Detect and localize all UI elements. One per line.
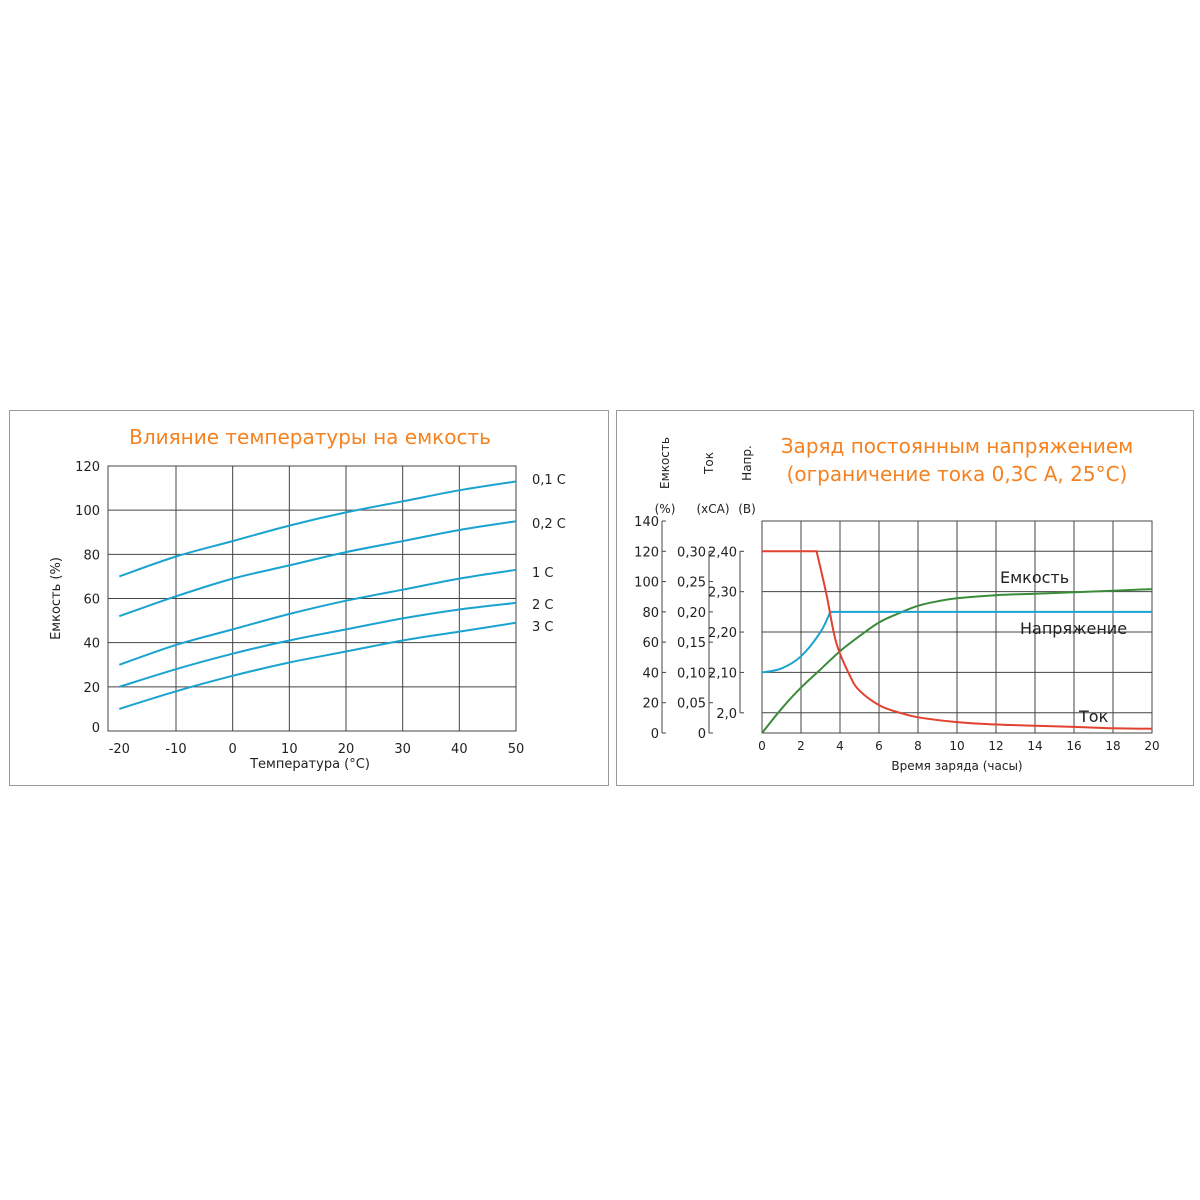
x-tick-label: 6 bbox=[875, 739, 883, 753]
series-line bbox=[761, 588, 1153, 734]
y-tick-label: 0,10 bbox=[677, 666, 706, 681]
x-tick-label: -10 bbox=[165, 742, 186, 757]
axis-label: Емкость bbox=[658, 437, 672, 489]
axis-unit: (B) bbox=[738, 502, 756, 516]
y-tick-label: 120 bbox=[75, 460, 100, 475]
x-tick-label: 8 bbox=[914, 739, 922, 753]
axis-label: Ток bbox=[702, 452, 716, 475]
series-label: 1 C bbox=[532, 566, 553, 581]
x-tick-label: 4 bbox=[836, 739, 844, 753]
x-tick-label: 18 bbox=[1105, 739, 1120, 753]
chart-title-line-2: (ограничение тока 0,3С А, 25°C) bbox=[787, 462, 1128, 486]
y-tick-label: 2,10 bbox=[708, 666, 737, 681]
axis-label: Напр. bbox=[740, 445, 754, 481]
x-tick-label: 50 bbox=[508, 742, 525, 757]
y-tick-label: 80 bbox=[83, 548, 100, 563]
y-tick-label: 40 bbox=[83, 637, 100, 652]
chart-constant-voltage-charge: Заряд постоянным напряжением (ограничение… bbox=[616, 410, 1194, 786]
x-tick-label: 10 bbox=[281, 742, 298, 757]
x-tick-label: 0 bbox=[229, 742, 237, 757]
y-tick-label: 0,30 bbox=[677, 545, 706, 560]
x-tick-label: 2 bbox=[797, 739, 805, 753]
x-tick-label: 16 bbox=[1066, 739, 1081, 753]
series-line bbox=[761, 610, 1152, 674]
series-label: 0,1 C bbox=[532, 473, 566, 488]
y-tick-label: 80 bbox=[642, 606, 659, 621]
x-axis-label: Время заряда (часы) bbox=[891, 759, 1022, 773]
y-tick-label: 0 bbox=[651, 727, 659, 742]
series-line bbox=[118, 480, 517, 578]
y-tick-label: 100 bbox=[634, 576, 659, 591]
x-tick-label: 0 bbox=[758, 739, 766, 753]
chart-title-line-1: Заряд постоянным напряжением bbox=[781, 434, 1134, 458]
y-tick-label: 2,40 bbox=[708, 545, 737, 560]
chart-title: Влияние температуры на емкость bbox=[129, 425, 491, 449]
series-label: Напряжение bbox=[1020, 619, 1127, 638]
x-tick-label: 20 bbox=[1144, 739, 1159, 753]
series-line bbox=[762, 550, 1153, 730]
y-tick-label: 20 bbox=[642, 697, 659, 712]
y-tick-label: 120 bbox=[634, 545, 659, 560]
y-tick-label: 2,0 bbox=[716, 707, 737, 722]
series-line bbox=[119, 601, 517, 688]
y-tick-label: 60 bbox=[83, 593, 100, 608]
axis-unit: (xCA) bbox=[696, 502, 729, 516]
y-tick-label: 0,15 bbox=[677, 636, 706, 651]
y-tick-label: 0 bbox=[698, 727, 706, 742]
x-tick-label: 40 bbox=[451, 742, 468, 757]
x-tick-label: 20 bbox=[338, 742, 355, 757]
y-tick-label: 20 bbox=[83, 681, 100, 696]
y-tick-label: 0 bbox=[92, 721, 100, 736]
y-tick-label: 100 bbox=[75, 504, 100, 519]
chart-temperature-capacity-svg: Влияние температуры на емкость -20 -10 0 10 2… bbox=[49, 425, 566, 772]
x-tick-label: 10 bbox=[949, 739, 964, 753]
series-label: 0,2 C bbox=[532, 517, 566, 532]
x-tick-label: 14 bbox=[1027, 739, 1042, 753]
y-tick-label: 2,20 bbox=[708, 626, 737, 641]
series-label: 3 C bbox=[532, 620, 553, 635]
series-label: 2 C bbox=[532, 598, 553, 613]
x-tick-label: 30 bbox=[394, 742, 411, 757]
y-axis-label: Емкость (%) bbox=[49, 557, 64, 640]
axis-unit: (%) bbox=[655, 502, 676, 516]
y-tick-label: 0,20 bbox=[677, 606, 706, 621]
chart-temperature-capacity: Влияние температуры на емкость -20 -10 0 10 2… bbox=[9, 410, 609, 786]
y-tick-label: 40 bbox=[642, 666, 659, 681]
x-axis-label: Температура (°C) bbox=[249, 757, 370, 772]
series-line bbox=[119, 621, 517, 710]
series-label: Емкость bbox=[1000, 568, 1069, 587]
y-tick-label: 60 bbox=[642, 636, 659, 651]
series-line bbox=[118, 520, 517, 618]
chart-constant-voltage-charge-svg: Заряд постоянным напряжением (ограничение… bbox=[634, 434, 1159, 773]
y-tick-label: 140 bbox=[634, 515, 659, 530]
series-label: Ток bbox=[1078, 707, 1109, 726]
x-tick-label: 12 bbox=[988, 739, 1003, 753]
y-tick-label: 2,30 bbox=[708, 586, 737, 601]
x-tick-label: -20 bbox=[109, 742, 130, 757]
y-tick-label: 0,25 bbox=[677, 576, 706, 591]
y-tick-label: 0,05 bbox=[677, 697, 706, 712]
series-line bbox=[118, 568, 517, 666]
